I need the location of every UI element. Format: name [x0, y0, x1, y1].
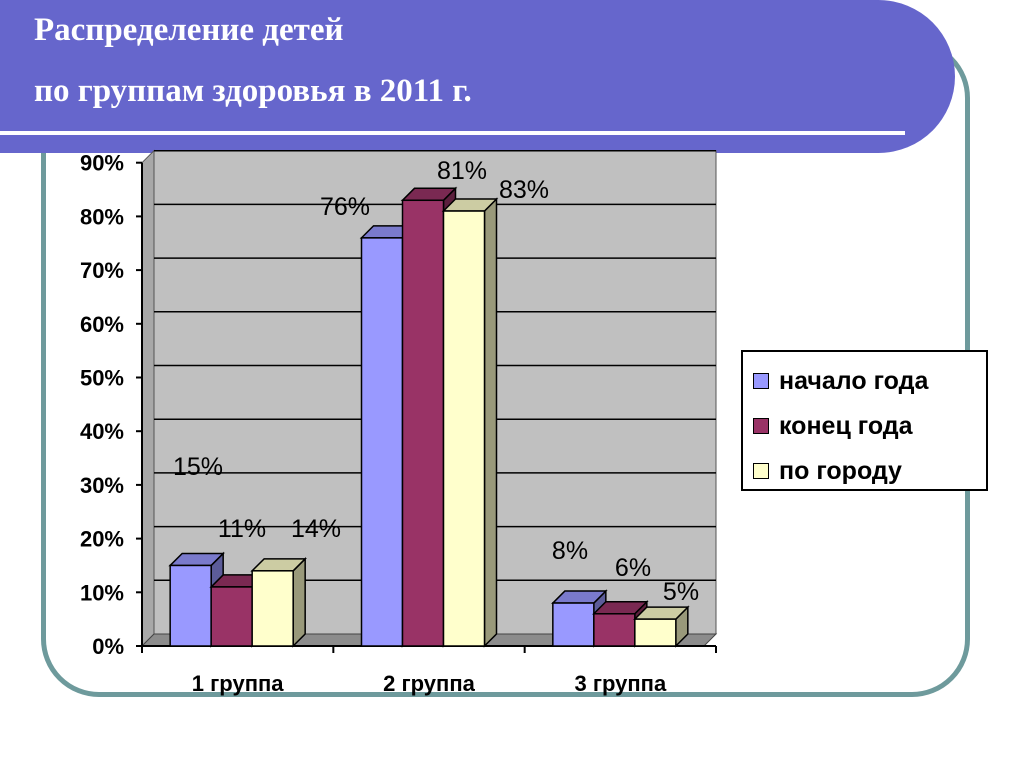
legend-label-start: начало года [779, 366, 929, 395]
data-label: 11% [218, 515, 266, 543]
x-tick-label: 1 группа [192, 671, 284, 696]
data-label: 83% [499, 176, 549, 204]
x-tick-label: 3 группа [574, 671, 666, 696]
title-line-1: Распределение детей [34, 12, 344, 48]
bar-side [483, 197, 498, 648]
legend-swatch-start [753, 373, 769, 389]
bar [441, 197, 499, 648]
bar-front [593, 613, 636, 647]
legend-swatch-end [753, 418, 769, 434]
bar-front [401, 199, 445, 647]
y-tick-label: 40% [80, 419, 124, 444]
y-tick-label: 20% [80, 527, 124, 552]
legend-item-city: по городу [753, 456, 902, 486]
title-rule [0, 131, 905, 135]
y-tick-label: 70% [80, 258, 124, 283]
data-label: 6% [615, 554, 651, 582]
data-label: 8% [552, 537, 588, 565]
bar-front [210, 586, 253, 647]
data-label: 14% [291, 515, 341, 543]
y-tick-label: 80% [80, 204, 124, 229]
bar-front [634, 618, 677, 647]
y-tick-label: 90% [80, 151, 124, 176]
bar-front [169, 564, 212, 647]
title-bar: Распределение детей по группам здоровья … [0, 0, 955, 153]
legend-item-start: начало года [753, 366, 928, 396]
bar [633, 605, 690, 648]
legend-swatch-city [753, 463, 769, 479]
data-label: 81% [437, 157, 487, 185]
bar [250, 557, 307, 648]
legend-item-end: конец года [753, 411, 913, 441]
legend-label-city: по городу [779, 456, 902, 485]
title-line-2: по группам здоровья в 2011 г. [34, 73, 472, 109]
plot-side-wall [141, 149, 155, 648]
y-tick-label: 50% [80, 366, 124, 391]
bar-front [251, 570, 294, 647]
legend-label-end: конец года [779, 411, 913, 440]
data-label: 76% [320, 193, 370, 221]
y-tick-label: 10% [80, 580, 124, 605]
y-tick-label: 30% [80, 473, 124, 498]
bar-front [552, 602, 595, 647]
x-tick-label: 2 группа [383, 671, 475, 696]
data-label: 15% [173, 453, 223, 481]
legend: начало года конец года по городу [741, 350, 988, 491]
bar-side [292, 557, 306, 648]
y-tick-label: 60% [80, 312, 124, 337]
bar-front [360, 237, 404, 647]
bar [168, 551, 225, 648]
bar-front [442, 210, 486, 647]
data-label: 5% [663, 578, 699, 606]
y-tick-label: 0% [92, 634, 124, 659]
